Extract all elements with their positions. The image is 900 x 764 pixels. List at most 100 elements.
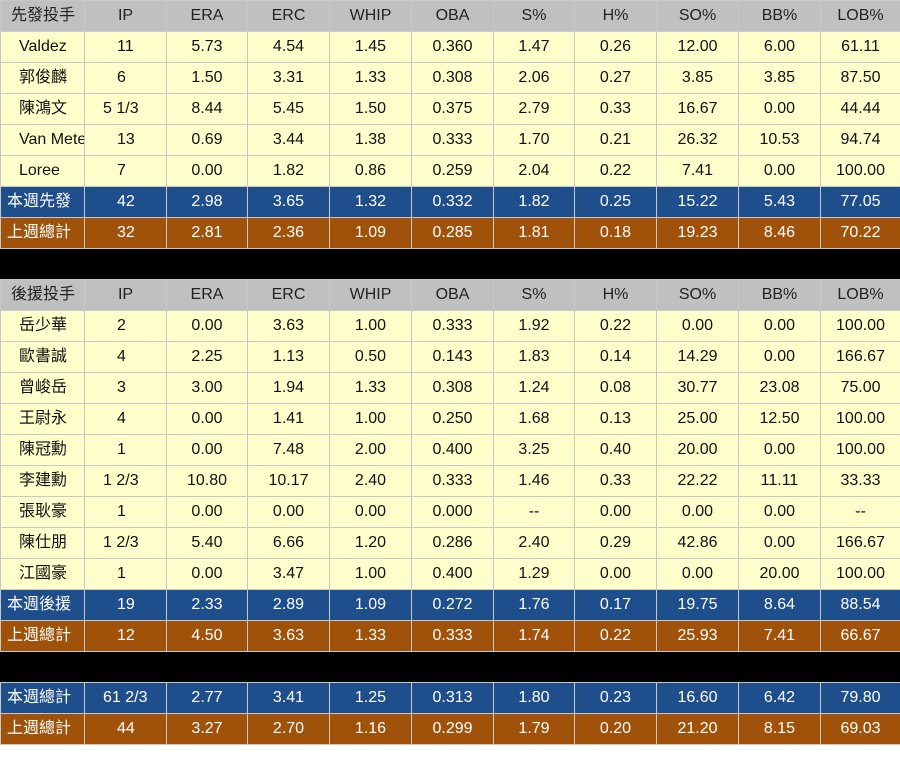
player-name-cell: 陳鴻文 [0, 93, 85, 125]
table-row: Valdez 11 5.73 4.54 1.45 0.360 1.47 0.26 12.00 6.… [0, 31, 900, 63]
stat-cell: 79.80 [820, 682, 900, 714]
stat-cell: 69.03 [820, 713, 900, 745]
player-name-cell: 岳少華 [0, 310, 85, 342]
stat-cell: 33.33 [820, 465, 900, 497]
stat-cell: 0.00 [166, 558, 248, 590]
player-name-cell: 上週總計 [0, 620, 85, 652]
section-separator [0, 249, 900, 279]
stat-cell: 1.33 [329, 372, 412, 404]
stat-cell: 1.82 [493, 186, 575, 218]
stat-cell: 19.23 [656, 217, 739, 249]
stat-cell: 44.44 [820, 93, 900, 125]
stat-cell: 66.67 [820, 620, 900, 652]
stat-cell: 0.20 [574, 713, 657, 745]
stat-cell: 61.11 [820, 31, 900, 63]
section-header-cell: 先發投手 [0, 0, 85, 32]
stat-cell: 0.308 [411, 62, 494, 94]
column-header-cell: WHIP [329, 279, 412, 311]
table-row: 陳鴻文 5 1/3 8.44 5.45 1.50 0.375 2.79 0.33 16.67 0.… [0, 93, 900, 125]
stat-cell: 3.41 [247, 682, 330, 714]
stat-cell: 8.46 [738, 217, 821, 249]
player-name-cell: 歐書誠 [0, 341, 85, 373]
stat-cell: 0.86 [329, 155, 412, 187]
stat-cell: 0.25 [574, 186, 657, 218]
stat-cell: 1.94 [247, 372, 330, 404]
stat-cell: 0.40 [574, 434, 657, 466]
this-week-subtotal-row: 本週先發 42 2.98 3.65 1.32 0.332 1.82 0.25 15.22 5.43… [0, 186, 900, 218]
stat-cell: 19.75 [656, 589, 739, 621]
column-header-cell: LOB% [820, 279, 900, 311]
ip-cell: 1 2/3 [84, 527, 167, 559]
ip-cell: 19 [84, 589, 167, 621]
ip-cell: 1 [84, 496, 167, 528]
ip-cell: 12 [84, 620, 167, 652]
stat-cell: 0.69 [166, 124, 248, 156]
player-name-cell: 王尉永 [0, 403, 85, 435]
ip-cell: 44 [84, 713, 167, 745]
stat-cell: 0.27 [574, 62, 657, 94]
column-header-cell: BB% [738, 0, 821, 32]
stat-cell: 0.285 [411, 217, 494, 249]
stat-cell: 75.00 [820, 372, 900, 404]
stat-cell: 0.00 [166, 310, 248, 342]
column-header-cell: ERC [247, 0, 330, 32]
stat-cell: 0.400 [411, 434, 494, 466]
stat-cell: 0.14 [574, 341, 657, 373]
stat-cell: 0.29 [574, 527, 657, 559]
stat-cell: 100.00 [820, 403, 900, 435]
stat-cell: 23.08 [738, 372, 821, 404]
stat-cell: 100.00 [820, 558, 900, 590]
stat-cell: 3.63 [247, 620, 330, 652]
stat-cell: 1.70 [493, 124, 575, 156]
stat-cell: 0.00 [166, 403, 248, 435]
stat-cell: 2.00 [329, 434, 412, 466]
player-name-cell: 江國豪 [0, 558, 85, 590]
column-header-cell: S% [493, 279, 575, 311]
stat-cell: 1.79 [493, 713, 575, 745]
stat-cell: 3.31 [247, 62, 330, 94]
player-name-cell: 李建勳 [0, 465, 85, 497]
stat-cell: 14.29 [656, 341, 739, 373]
table-row: Loree 7 0.00 1.82 0.86 0.259 2.04 0.22 7.41 0.00 1… [0, 155, 900, 187]
column-header-cell: S% [493, 0, 575, 32]
stat-cell: 1.24 [493, 372, 575, 404]
stat-cell: 15.22 [656, 186, 739, 218]
ip-cell: 5 1/3 [84, 93, 167, 125]
stat-cell: 70.22 [820, 217, 900, 249]
stat-cell: 30.77 [656, 372, 739, 404]
stat-cell: 0.00 [738, 93, 821, 125]
player-name-cell: 上週總計 [0, 713, 85, 745]
section-separator [0, 652, 900, 682]
stat-cell: 3.65 [247, 186, 330, 218]
table-row: Van Meter 13 0.69 3.44 1.38 0.333 1.70 0.21 26.3… [0, 124, 900, 156]
stat-cell: 2.40 [329, 465, 412, 497]
this-week-subtotal-row: 本週後援 19 2.33 2.89 1.09 0.272 1.76 0.17 19.75 8.64… [0, 589, 900, 621]
table-row: 江國豪 1 0.00 3.47 1.00 0.400 1.29 0.00 0.00 20.00 10… [0, 558, 900, 590]
stat-cell: 2.40 [493, 527, 575, 559]
stat-cell: 6.00 [738, 31, 821, 63]
stat-cell: 10.53 [738, 124, 821, 156]
stat-cell: 8.44 [166, 93, 248, 125]
stat-cell: 2.79 [493, 93, 575, 125]
stat-cell: 2.06 [493, 62, 575, 94]
stat-cell: 0.333 [411, 620, 494, 652]
stat-cell: 0.26 [574, 31, 657, 63]
stat-cell: -- [820, 496, 900, 528]
stat-cell: 0.286 [411, 527, 494, 559]
player-name-cell: 郭俊麟 [0, 62, 85, 94]
stat-cell: 3.85 [738, 62, 821, 94]
ip-cell: 7 [84, 155, 167, 187]
stat-cell: 2.77 [166, 682, 248, 714]
stat-cell: 3.00 [166, 372, 248, 404]
stat-cell: 2.36 [247, 217, 330, 249]
stat-cell: 0.33 [574, 93, 657, 125]
this-week-total-row: 本週總計 61 2/3 2.77 3.41 1.25 0.313 1.80 0.23 16.60… [0, 682, 900, 714]
stat-cell: 3.44 [247, 124, 330, 156]
stat-cell: 1.00 [329, 558, 412, 590]
stat-cell: 0.21 [574, 124, 657, 156]
table-row: 歐書誠 4 2.25 1.13 0.50 0.143 1.83 0.14 14.29 0.00 16… [0, 341, 900, 373]
column-header-cell: LOB% [820, 0, 900, 32]
column-header-cell: OBA [411, 0, 494, 32]
stat-cell: 0.143 [411, 341, 494, 373]
stat-cell: 0.308 [411, 372, 494, 404]
